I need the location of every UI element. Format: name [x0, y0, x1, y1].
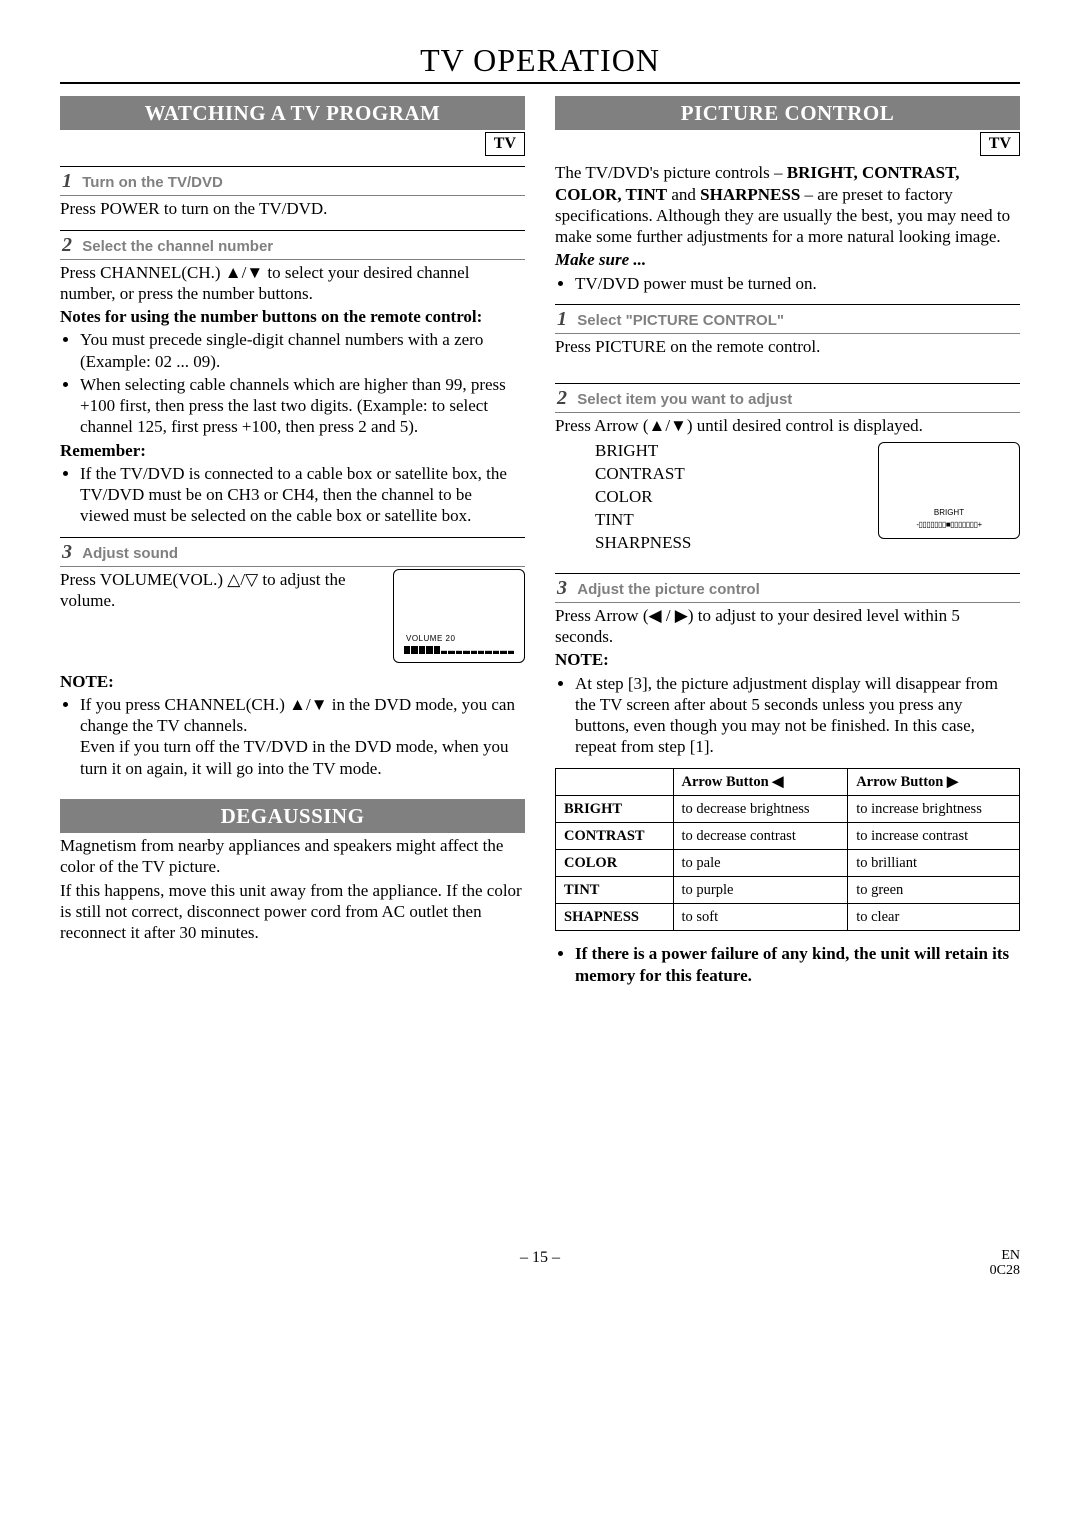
cell: to green — [848, 877, 1020, 904]
pnote-heading: NOTE: — [555, 649, 1020, 670]
picture-step-2: 2 Select item you want to adjust — [555, 383, 1020, 413]
list-item: You must precede single-digit channel nu… — [80, 329, 525, 372]
bright-bar-icon: -▯▯▯▯▯▯▯■▯▯▯▯▯▯▯+ — [885, 520, 1013, 530]
left-column: WATCHING A TV PROGRAM TV 1 Turn on the T… — [60, 96, 525, 988]
row-name: SHAPNESS — [556, 904, 674, 931]
list-item: TV/DVD power must be turned on. — [575, 273, 1020, 294]
degaussing-header: DEGAUSSING — [60, 799, 525, 833]
step-title: Select the channel number — [82, 238, 273, 255]
right-column: PICTURE CONTROL TV The TV/DVD's picture … — [555, 96, 1020, 988]
pstep1-body: Press PICTURE on the remote control. — [555, 336, 1020, 357]
title-rule — [60, 82, 1020, 84]
volume-display-icon: VOLUME 20 — [393, 569, 525, 663]
cell: to increase brightness — [848, 795, 1020, 822]
cell: to clear — [848, 904, 1020, 931]
note-bullet-text: If you press CHANNEL(CH.) ▲/▼ in the DVD… — [80, 695, 515, 735]
tv-badge-row: TV — [60, 132, 525, 156]
picture-control-table: Arrow Button ◀ Arrow Button ▶ BRIGHTto d… — [555, 768, 1020, 932]
note-list: If you press CHANNEL(CH.) ▲/▼ in the DVD… — [60, 694, 525, 779]
cell: to purple — [673, 877, 848, 904]
step-number: 3 — [62, 541, 72, 563]
pstep2-body: Press Arrow (▲/▼) until desired control … — [555, 415, 1020, 436]
cell: to decrease contrast — [673, 822, 848, 849]
cell: to increase contrast — [848, 822, 1020, 849]
step-title: Select item you want to adjust — [577, 391, 792, 408]
page-footer: – 15 – EN 0C28 — [60, 1248, 1020, 1288]
cell: to soft — [673, 904, 848, 931]
table-row: BRIGHTto decrease brightnessto increase … — [556, 795, 1020, 822]
step-title: Turn on the TV/DVD — [82, 174, 223, 191]
step2-body: Press CHANNEL(CH.) ▲/▼ to select your de… — [60, 262, 525, 305]
intro-mid: and — [667, 185, 700, 204]
table-row: COLORto paleto brilliant — [556, 850, 1020, 877]
table-row: CONTRASTto decrease contrastto increase … — [556, 822, 1020, 849]
note-heading: NOTE: — [60, 671, 525, 692]
note-body2: Even if you turn off the TV/DVD in the D… — [80, 737, 509, 777]
row-name: CONTRAST — [556, 822, 674, 849]
table-header-right: Arrow Button ▶ — [848, 768, 1020, 795]
pnote-list: At step [3], the picture adjustment disp… — [555, 673, 1020, 758]
step-number: 3 — [557, 577, 567, 599]
cell: to decrease brightness — [673, 795, 848, 822]
degaussing-body2: If this happens, move this unit away fro… — [60, 880, 525, 944]
footer-en: EN — [1001, 1248, 1020, 1263]
step-title: Adjust the picture control — [577, 581, 760, 598]
tv-badge: TV — [485, 132, 525, 156]
bright-label: BRIGHT — [879, 508, 1019, 518]
notes-heading: Notes for using the number buttons on th… — [60, 306, 525, 327]
table-row: SHAPNESSto softto clear — [556, 904, 1020, 931]
picture-step-3: 3 Adjust the picture control — [555, 573, 1020, 603]
tv-badge: TV — [980, 132, 1020, 156]
step-number: 1 — [62, 170, 72, 192]
bright-display-icon: BRIGHT -▯▯▯▯▯▯▯■▯▯▯▯▯▯▯+ — [878, 442, 1020, 539]
degaussing-body1: Magnetism from nearby appliances and spe… — [60, 835, 525, 878]
step-title: Adjust sound — [82, 545, 178, 562]
row-name: COLOR — [556, 850, 674, 877]
list-item: At step [3], the picture adjustment disp… — [575, 673, 1020, 758]
volume-label: VOLUME 20 — [406, 634, 455, 644]
remember-list: If the TV/DVD is connected to a cable bo… — [60, 463, 525, 527]
tv-badge-row: TV — [555, 132, 1020, 156]
intro-text: The TV/DVD's picture controls – — [555, 163, 787, 182]
picture-header: PICTURE CONTROL — [555, 96, 1020, 130]
retain-note-list: If there is a power failure of any kind,… — [555, 943, 1020, 986]
watching-step-2: 2 Select the channel number — [60, 230, 525, 260]
notes-list: You must precede single-digit channel nu… — [60, 329, 525, 437]
watching-header: WATCHING A TV PROGRAM — [60, 96, 525, 130]
picture-intro: The TV/DVD's picture controls – BRIGHT, … — [555, 162, 1020, 247]
row-name: BRIGHT — [556, 795, 674, 822]
step-number: 2 — [557, 387, 567, 409]
watching-step-1: 1 Turn on the TV/DVD — [60, 166, 525, 196]
make-sure-list: TV/DVD power must be turned on. — [555, 273, 1020, 294]
intro-bold2: SHARPNESS — [700, 185, 800, 204]
list-item: When selecting cable channels which are … — [80, 374, 525, 438]
pstep3-body: Press Arrow (◀ / ▶) to adjust to your de… — [555, 605, 1020, 648]
picture-step-1: 1 Select "PICTURE CONTROL" — [555, 304, 1020, 334]
step-title: Select "PICTURE CONTROL" — [577, 312, 784, 329]
list-item: If you press CHANNEL(CH.) ▲/▼ in the DVD… — [80, 694, 525, 779]
page-title: TV OPERATION — [60, 40, 1020, 80]
cell: to brilliant — [848, 850, 1020, 877]
step-number: 2 — [62, 234, 72, 256]
step-number: 1 — [557, 308, 567, 330]
step1-body: Press POWER to turn on the TV/DVD. — [60, 198, 525, 219]
list-item: If the TV/DVD is connected to a cable bo… — [80, 463, 525, 527]
row-name: TINT — [556, 877, 674, 904]
table-body: BRIGHTto decrease brightnessto increase … — [556, 795, 1020, 931]
footer-code: 0C28 — [990, 1263, 1020, 1278]
page-number: – 15 – — [520, 1248, 560, 1268]
retain-note: If there is a power failure of any kind,… — [575, 943, 1020, 986]
remember-heading: Remember: — [60, 440, 525, 461]
table-header-left: Arrow Button ◀ — [673, 768, 848, 795]
cell: to pale — [673, 850, 848, 877]
footer-right: EN 0C28 — [990, 1248, 1020, 1279]
watching-step-3: 3 Adjust sound — [60, 537, 525, 567]
volume-bar-icon — [404, 646, 514, 654]
table-row: TINTto purpleto green — [556, 877, 1020, 904]
make-sure-heading: Make sure ... — [555, 249, 1020, 270]
content-columns: WATCHING A TV PROGRAM TV 1 Turn on the T… — [60, 96, 1020, 988]
table-header-empty — [556, 768, 674, 795]
